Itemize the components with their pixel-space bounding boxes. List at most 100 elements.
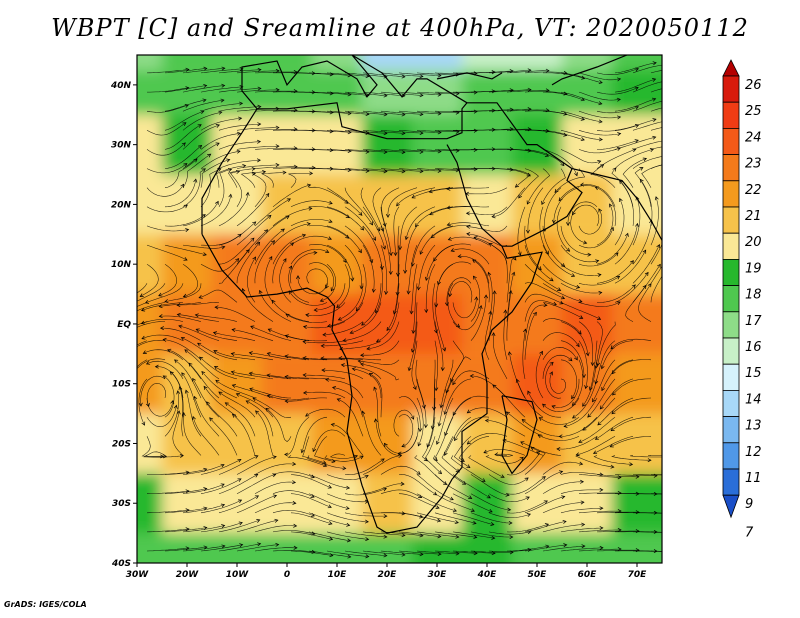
streamline <box>398 474 437 496</box>
field-cell <box>212 294 262 354</box>
streamline-arrow <box>473 147 478 152</box>
streamline <box>452 395 490 416</box>
streamline-arrow <box>285 215 290 220</box>
streamline <box>610 416 652 431</box>
streamline <box>236 495 277 514</box>
streamline-arrow <box>617 490 622 496</box>
streamline <box>578 510 622 514</box>
streamline-arrow <box>690 513 693 516</box>
streamline-arrow <box>238 521 243 526</box>
streamline-arrow <box>214 305 219 310</box>
streamline <box>182 168 206 208</box>
streamline <box>404 225 418 274</box>
streamline-arrow <box>293 523 298 528</box>
streamline-arrow <box>236 149 241 154</box>
streamline <box>303 340 346 344</box>
streamline <box>146 142 186 156</box>
streamline <box>183 412 202 456</box>
field-cell <box>262 353 312 414</box>
streamline <box>146 163 188 174</box>
streamline-arrow <box>484 418 489 423</box>
field-cell <box>562 114 612 175</box>
streamline <box>527 168 551 205</box>
colorbar-label: 13 <box>745 419 762 434</box>
streamline <box>380 245 387 295</box>
lon-label: 70E <box>628 570 648 580</box>
streamline <box>308 474 350 489</box>
streamline-arrow <box>610 464 615 469</box>
streamline-arrow <box>220 503 226 508</box>
streamline <box>552 378 580 408</box>
streamline <box>200 103 243 112</box>
streamline <box>381 187 400 227</box>
streamline-arrow <box>364 474 369 479</box>
colorbar-label: 22 <box>745 183 762 198</box>
streamline-arrow <box>398 453 403 458</box>
field-cell <box>312 114 362 175</box>
streamline <box>218 221 256 246</box>
streamline <box>326 244 353 281</box>
streamline-arrow <box>267 214 272 219</box>
grads-credit: GrADS: IGES/COLA <box>4 600 87 609</box>
streamline-arrow <box>162 337 167 342</box>
streamline <box>507 545 549 552</box>
streamline-arrow <box>672 531 675 534</box>
streamline <box>236 393 274 418</box>
streamline-arrow <box>610 427 615 432</box>
streamline-arrow <box>284 452 289 457</box>
streamline <box>362 411 382 456</box>
streamline-arrow <box>446 186 451 191</box>
streamline <box>506 90 550 93</box>
streamline <box>144 451 167 457</box>
streamline-arrow <box>275 542 280 547</box>
streamline-arrow <box>599 506 604 511</box>
streamline-arrow <box>158 304 163 309</box>
streamline-arrow <box>580 116 586 121</box>
streamline <box>380 149 423 153</box>
colorbar-label: 26 <box>745 78 762 93</box>
lat-label: 40S <box>111 559 131 569</box>
streamline-arrow <box>231 413 236 418</box>
streamline <box>167 349 202 380</box>
streamline-arrow <box>325 249 330 254</box>
streamline-arrow <box>396 202 400 207</box>
streamline <box>492 187 526 218</box>
streamline-arrow <box>207 153 212 158</box>
streamline <box>344 206 376 241</box>
streamline <box>380 130 423 134</box>
streamline-arrow <box>428 189 433 194</box>
streamline <box>308 244 347 263</box>
streamline-arrow <box>284 334 289 339</box>
streamline <box>632 156 662 169</box>
streamline <box>290 200 333 208</box>
streamline-arrow <box>424 309 429 314</box>
streamline <box>416 72 460 75</box>
streamline-arrow <box>235 393 240 397</box>
streamline <box>412 225 436 267</box>
streamline <box>291 91 334 94</box>
streamline <box>339 340 382 350</box>
streamline-arrow <box>631 284 636 289</box>
streamline-arrow <box>272 473 277 478</box>
field-cell <box>262 114 312 175</box>
streamline <box>251 173 267 207</box>
streamline-arrow <box>561 495 566 500</box>
streamline <box>638 283 652 322</box>
streamline-arrow <box>336 304 341 308</box>
streamline-arrow <box>657 263 661 268</box>
streamline <box>416 130 459 132</box>
streamline <box>344 550 387 556</box>
streamline <box>146 490 189 494</box>
streamline-arrow <box>551 405 556 409</box>
streamline-arrow <box>572 211 576 216</box>
streamline-arrow <box>599 487 604 492</box>
streamline <box>213 332 256 341</box>
streamline-arrow <box>388 251 393 257</box>
streamline <box>614 223 638 265</box>
streamline-arrow <box>473 128 478 133</box>
streamline-arrow <box>634 124 640 128</box>
streamline <box>542 545 585 552</box>
streamline-arrow <box>357 359 362 364</box>
streamline-arrow <box>231 384 236 388</box>
streamline <box>542 244 575 277</box>
